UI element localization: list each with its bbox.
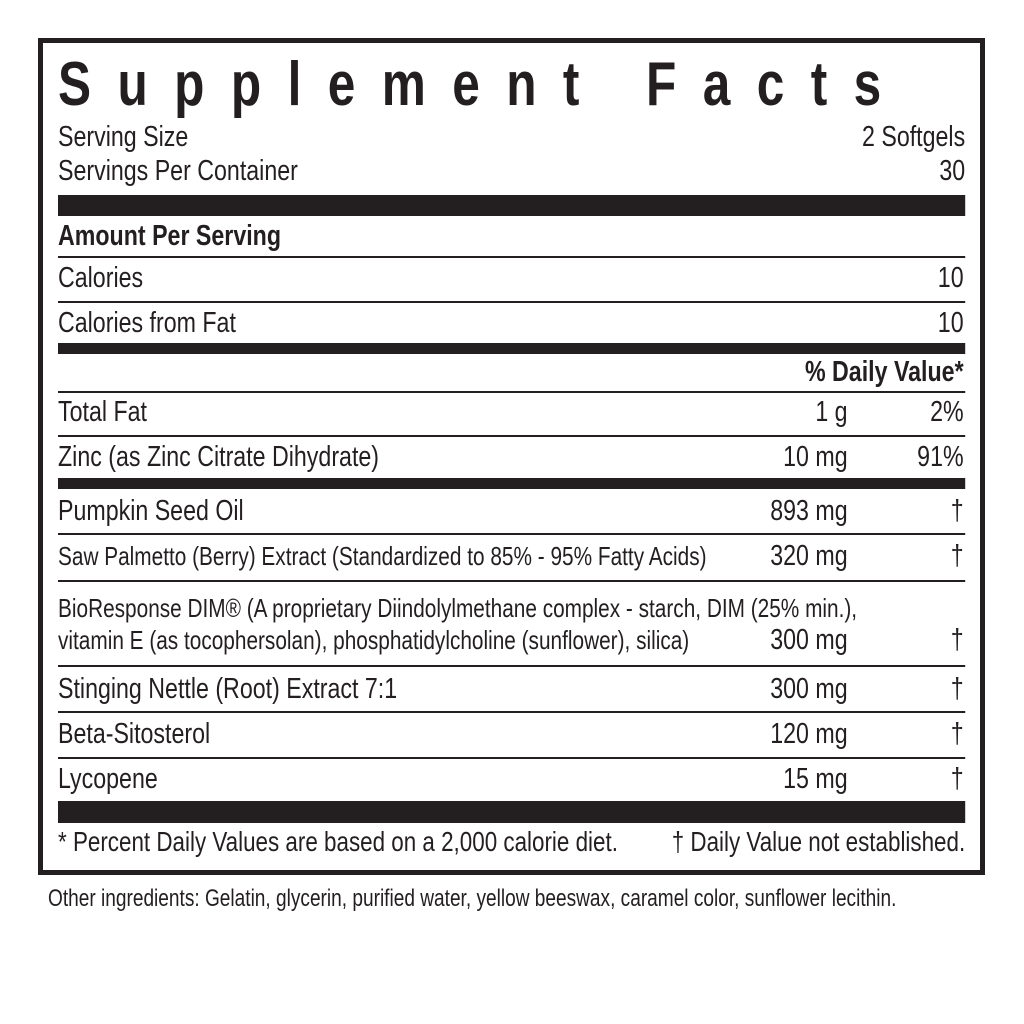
ingredient-row: Beta-Sitosterol 120 mg †: [58, 717, 965, 751]
servings-value: 30: [939, 155, 966, 187]
ingredient-name: Beta-Sitosterol: [58, 718, 211, 750]
ingredient-dv: †: [950, 540, 964, 572]
nutrient-name: Total Fat: [58, 396, 147, 428]
nutrient-dv: 91%: [917, 441, 964, 473]
ingredient-row-line1: BioResponse DIM® (A proprietary Diindoly…: [58, 591, 965, 625]
ingredient-amount: 120 mg: [770, 718, 848, 750]
medium-divider: [58, 343, 966, 354]
serving-size-value: 2 Softgels: [862, 121, 966, 153]
divider: [58, 580, 966, 582]
ingredient-name: BioResponse DIM® (A proprietary Diindoly…: [58, 593, 858, 623]
nutrient-name: Zinc (as Zinc Citrate Dihydrate): [58, 441, 380, 473]
facts-content: Supplement Facts Serving Size 2 Softgels…: [58, 0, 966, 880]
calories-fat-row: Calories from Fat 10: [58, 306, 965, 340]
ingredient-name: Lycopene: [58, 763, 158, 795]
divider: [58, 757, 966, 759]
ingredient-amount: 300 mg: [770, 673, 848, 705]
ingredient-dv: †: [950, 763, 964, 795]
ingredient-name: Stinging Nettle (Root) Extract 7:1: [58, 673, 398, 705]
divider: [58, 256, 966, 258]
footnote-dagger: † Daily Value not established.: [671, 826, 966, 857]
divider: [58, 711, 966, 713]
serving-size-row: Serving Size 2 Softgels: [58, 120, 965, 154]
thick-divider: [58, 195, 966, 216]
calories-fat-value: 10: [937, 307, 964, 339]
thick-divider: [58, 801, 966, 823]
panel-title: Supplement Facts: [58, 50, 908, 119]
ingredient-amount: 300 mg: [770, 624, 848, 656]
amount-header: Amount Per Serving: [58, 219, 965, 253]
ingredient-amount: 893 mg: [770, 495, 848, 527]
ingredient-dv: †: [950, 495, 964, 527]
divider: [58, 301, 966, 303]
footnote-daily-values: * Percent Daily Values are based on a 2,…: [58, 826, 618, 857]
servings-label: Servings Per Container: [58, 155, 298, 187]
serving-size-label: Serving Size: [58, 121, 189, 153]
calories-label: Calories: [58, 262, 144, 294]
ingredient-name-continued: vitamin E (as tocophersolan), phosphatid…: [58, 625, 690, 655]
divider: [58, 435, 966, 437]
ingredient-name: Saw Palmetto (Berry) Extract (Standardiz…: [58, 541, 707, 571]
daily-value-label: % Daily Value*: [804, 356, 964, 388]
calories-row: Calories 10: [58, 261, 965, 295]
divider: [58, 391, 966, 393]
ingredient-amount: 320 mg: [770, 540, 848, 572]
divider: [58, 533, 966, 535]
ingredient-row: Lycopene 15 mg †: [58, 762, 965, 796]
medium-divider: [58, 478, 966, 489]
nutrient-amount: 1 g: [815, 396, 848, 428]
ingredient-name: Pumpkin Seed Oil: [58, 495, 244, 527]
ingredient-dv: †: [950, 673, 964, 705]
daily-value-header: % Daily Value*: [58, 355, 965, 389]
footnote-row: * Percent Daily Values are based on a 2,…: [58, 825, 965, 859]
ingredient-row: Pumpkin Seed Oil 893 mg †: [58, 494, 965, 528]
servings-per-container-row: Servings Per Container 30: [58, 154, 965, 188]
ingredient-amount: 15 mg: [783, 763, 848, 795]
nutrient-dv: 2%: [930, 396, 964, 428]
calories-fat-label: Calories from Fat: [58, 307, 236, 339]
nutrient-row: Zinc (as Zinc Citrate Dihydrate) 10 mg 9…: [58, 440, 965, 474]
divider: [58, 665, 966, 667]
ingredient-row-line2: vitamin E (as tocophersolan), phosphatid…: [58, 623, 965, 657]
other-ingredients: Other ingredients: Gelatin, glycerin, pu…: [48, 885, 897, 912]
calories-value: 10: [937, 262, 964, 294]
ingredient-row: Saw Palmetto (Berry) Extract (Standardiz…: [58, 539, 965, 573]
ingredient-row: Stinging Nettle (Root) Extract 7:1 300 m…: [58, 672, 965, 706]
nutrient-row: Total Fat 1 g 2%: [58, 395, 965, 429]
ingredient-dv: †: [950, 718, 964, 750]
nutrient-amount: 10 mg: [783, 441, 848, 473]
supplement-facts-panel: [38, 38, 985, 875]
amount-header-label: Amount Per Serving: [58, 220, 282, 252]
ingredient-dv: †: [950, 624, 964, 656]
